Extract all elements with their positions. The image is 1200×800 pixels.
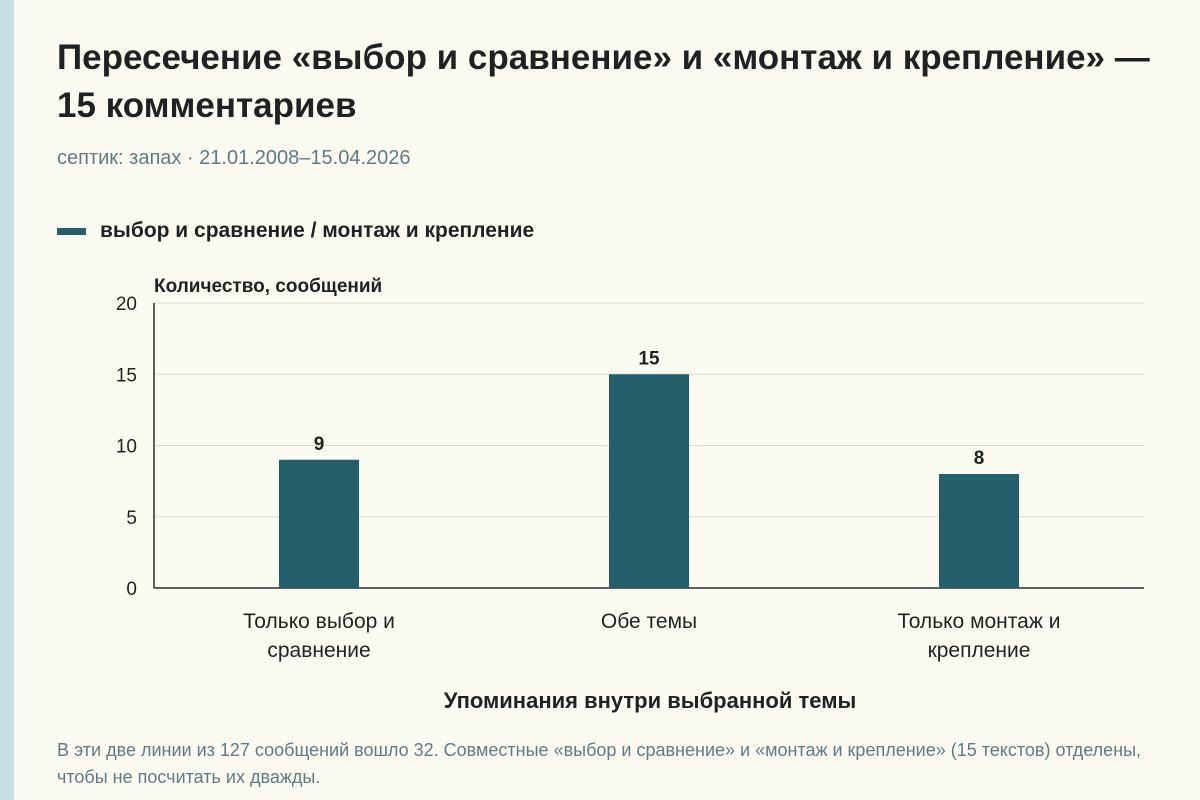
category-label: Только выбор и сравнение <box>243 610 395 662</box>
legend-swatch <box>57 227 86 235</box>
footnote: В эти две линии из 127 сообщений вошло 3… <box>57 740 1142 787</box>
x-axis-categories: Только выбор и сравнение Обе темы Только мо… <box>243 610 1060 662</box>
chart-title: Пересечение «выбор и сравнение» и «монта… <box>57 38 1150 125</box>
left-accent-bar <box>0 0 14 800</box>
bar <box>939 474 1019 588</box>
y-tick-label: 15 <box>116 365 137 386</box>
legend-label: выбор и сравнение / монтаж и крепление <box>100 219 535 242</box>
bar <box>609 374 689 588</box>
bars <box>279 374 1019 588</box>
chart-subtitle: септик: запах · 21.01.2008–15.04.2026 <box>57 147 411 169</box>
x-axis-title: Упоминания внутри выбранной темы <box>444 688 857 713</box>
data-label: 8 <box>974 448 985 469</box>
y-tick-label: 10 <box>116 437 137 458</box>
y-tick-label: 20 <box>116 294 137 315</box>
y-tick-label: 0 <box>126 579 137 600</box>
category-label: Только монтаж и крепление <box>898 610 1061 662</box>
bar <box>279 459 359 588</box>
data-labels: 9 15 8 <box>314 348 985 469</box>
y-axis-title: Количество, сообщений <box>154 276 382 297</box>
data-label: 9 <box>314 434 325 455</box>
category-label: Обе темы <box>601 610 697 633</box>
y-axis-ticks: 0 5 10 15 20 <box>116 294 137 600</box>
bar-chart: Количество, сообщений 0 5 10 15 20 9 15 8 Толь… <box>116 276 1144 713</box>
legend: выбор и сравнение / монтаж и крепление <box>57 219 534 243</box>
y-tick-label: 5 <box>126 508 137 529</box>
data-label: 15 <box>638 348 660 369</box>
